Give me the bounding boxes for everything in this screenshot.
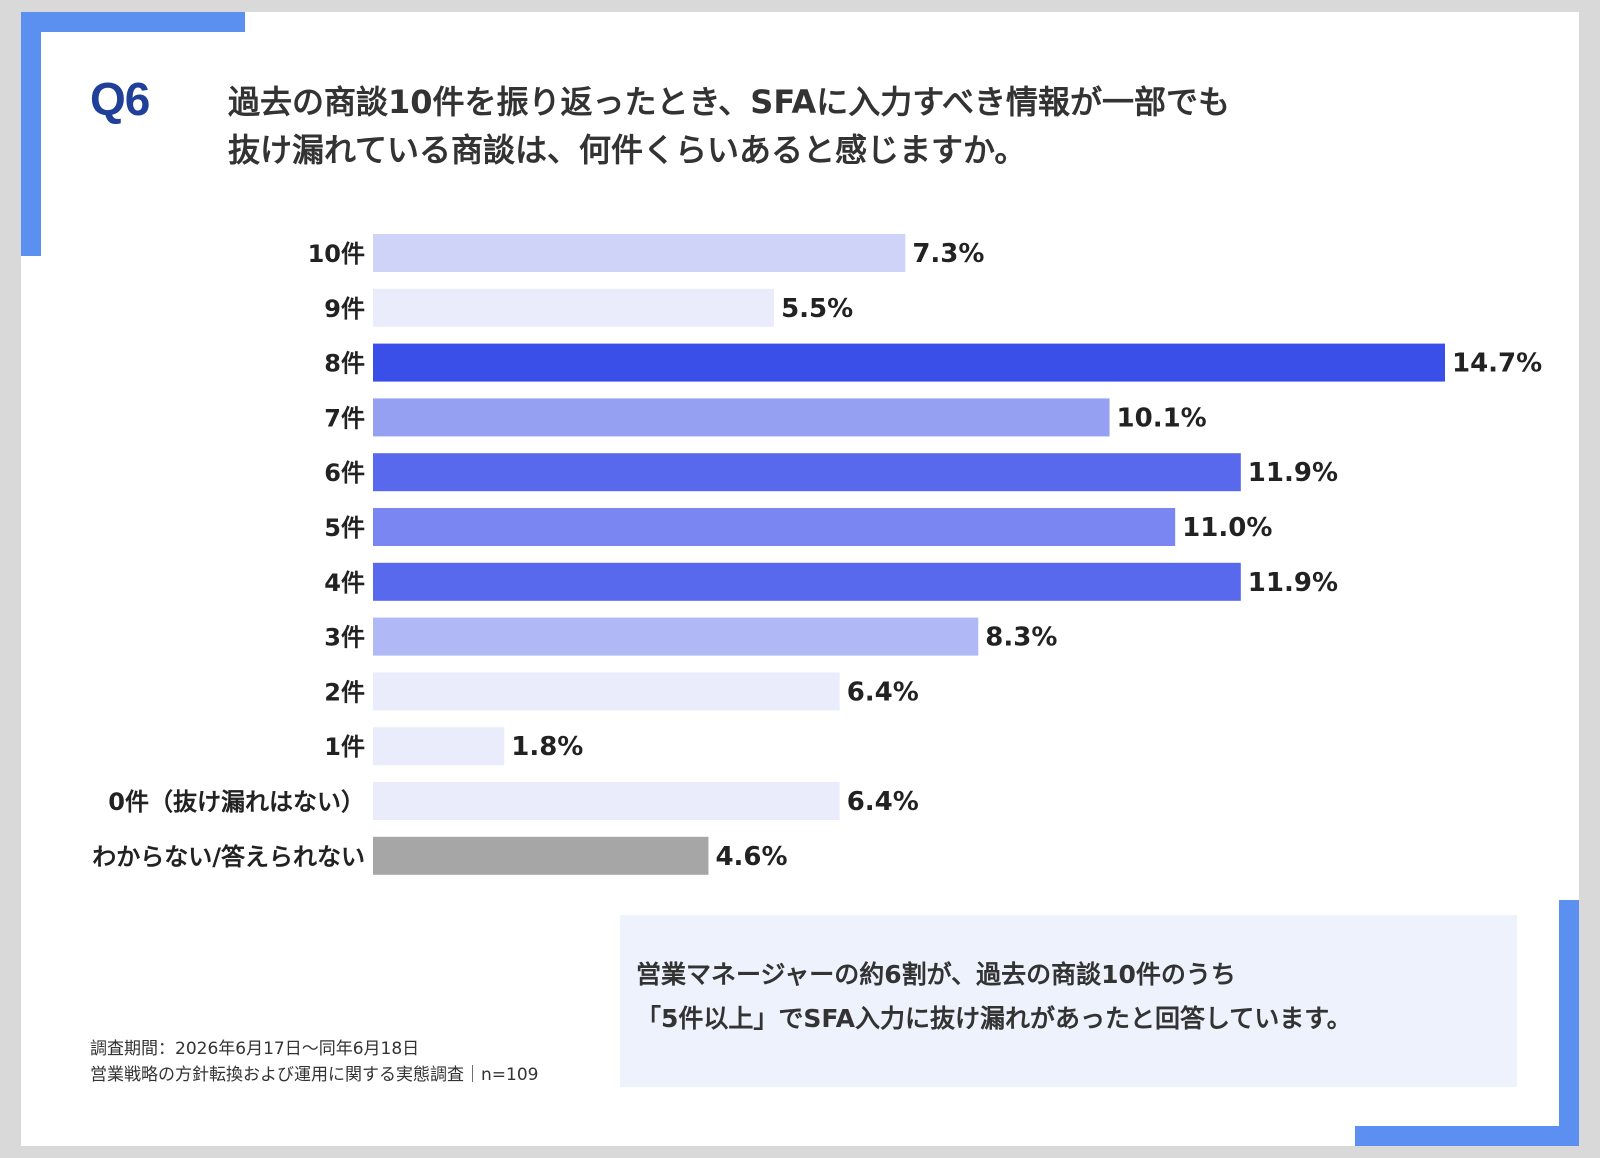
value-label: 6.4%	[847, 677, 919, 707]
value-label: 14.7%	[1452, 349, 1542, 379]
category-label: 5件	[324, 514, 365, 542]
category-label: 9件	[324, 295, 365, 323]
corner-accent-bottom-right	[1355, 1126, 1579, 1146]
value-label: 1.8%	[511, 732, 583, 762]
value-label: 11.9%	[1248, 458, 1338, 488]
survey-note: 調査期間：2026年6月17日〜同年6月18日 営業戦略の方針転換および運用に関…	[90, 1036, 538, 1088]
survey-title: 営業戦略の方針転換および運用に関する実態調査｜n=109	[90, 1065, 539, 1085]
value-label: 8.3%	[985, 623, 1057, 653]
bar	[373, 453, 1241, 492]
bar	[373, 562, 1241, 601]
category-label: 7件	[324, 404, 365, 432]
bar	[373, 288, 775, 327]
bar	[373, 398, 1110, 437]
question-text: 過去の商談10件を振り返ったとき、SFAに入力すべき情報が一部でも 抜け漏れてい…	[228, 78, 1428, 174]
value-label: 6.4%	[847, 787, 919, 817]
category-label: わからない/答えられない	[92, 843, 365, 871]
value-label: 4.6%	[715, 842, 787, 872]
value-label: 10.1%	[1117, 403, 1207, 433]
value-label: 11.9%	[1248, 568, 1338, 598]
bar	[373, 836, 709, 875]
bar	[373, 343, 1445, 382]
corner-accent-bottom-right-vertical	[1559, 900, 1579, 1146]
bar	[373, 727, 505, 766]
bar	[373, 672, 840, 711]
category-label: 4件	[324, 569, 365, 597]
category-label: 2件	[324, 678, 365, 706]
survey-period: 調査期間：2026年6月17日〜同年6月18日	[90, 1039, 420, 1059]
bar	[373, 508, 1176, 546]
corner-accent-top-left	[21, 12, 245, 32]
question-line-1: 過去の商談10件を振り返ったとき、SFAに入力すべき情報が一部でも	[228, 83, 1231, 121]
category-label: 0件（抜け漏れはない）	[108, 788, 365, 816]
summary-line-1: 営業マネージャーの約6割が、過去の商談10件のうち	[636, 960, 1236, 989]
value-label: 7.3%	[912, 239, 984, 269]
question-line-2: 抜け漏れている商談は、何件くらいあると感じますか。	[228, 131, 1027, 169]
corner-accent-top-left-vertical	[21, 12, 41, 256]
category-label: 1件	[324, 733, 365, 761]
value-label: 11.0%	[1182, 513, 1272, 543]
category-label: 8件	[324, 350, 365, 378]
summary-box: 営業マネージャーの約6割が、過去の商談10件のうち 「5件以上」でSFA入力に抜…	[620, 915, 1517, 1087]
bar	[373, 782, 840, 820]
category-label: 10件	[308, 240, 365, 268]
category-label: 3件	[324, 624, 365, 652]
category-label: 6件	[324, 459, 365, 487]
summary-line-2: 「5件以上」でSFA入力に抜け漏れがあったと回答しています。	[636, 1004, 1352, 1033]
bar	[373, 617, 979, 656]
value-label: 5.5%	[781, 294, 853, 324]
question-number: Q6	[90, 73, 150, 125]
bar	[373, 234, 906, 272]
